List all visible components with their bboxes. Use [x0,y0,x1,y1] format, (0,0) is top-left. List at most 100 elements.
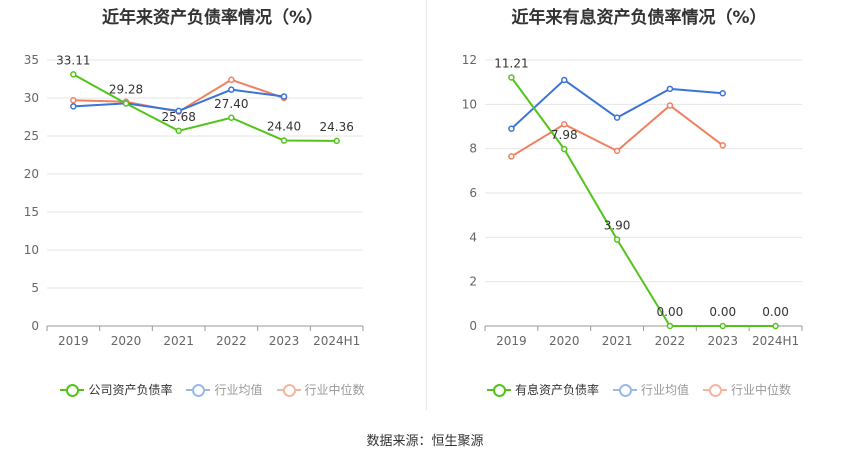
data-point [719,322,726,330]
legend-item-company[interactable]: 公司资产负债率 [60,381,172,398]
legend-label: 有息资产负债率 [514,383,599,397]
data-point [333,137,340,145]
legend-line-icon [612,383,637,397]
x-tick-label: 2023 [269,334,300,348]
data-point [228,86,235,93]
company-series [70,71,340,145]
data-point [508,74,515,81]
y-tick-label: 2 [469,275,477,289]
x-tick-label: 2022 [655,334,686,348]
industry-mean-series [508,76,726,132]
legend-label: 行业均值 [640,383,689,397]
data-label: 3.90 [604,219,631,233]
legend-item-median[interactable]: 行业中位数 [276,381,365,398]
x-tick-label: 2019 [58,334,89,348]
series-line [72,73,337,142]
legend-label: 行业中位数 [304,383,365,397]
data-point [508,125,515,132]
data-point [666,322,674,330]
y-tick-label: 15 [24,205,39,219]
data-point [280,137,288,144]
chart-title: 近年来有息资产负债率情况（%） [511,8,767,28]
data-label: 24.36 [319,120,353,134]
data-point [228,114,235,122]
data-point [228,76,235,84]
data-point [122,100,130,107]
interest-debt-ratio-chart-panel: 近年来有息资产负债率情况（%） 0 2 4 6 8 10 12 2019 2020 2021 202… [428,0,850,415]
data-point [561,76,568,84]
y-tick-label: 25 [24,129,39,143]
data-label: 0.00 [657,305,684,319]
data-point [70,71,77,78]
data-point [719,90,726,97]
interest-debt-ratio-chart: 0 2 4 6 8 10 12 2019 2020 2021 2022 2023 2024H1 11.21… [462,53,803,348]
legend-line-icon [486,383,511,397]
y-tick-label: 0 [469,319,477,333]
data-point [613,236,621,243]
debt-ratio-chart: 0 5 10 15 20 25 30 35 2019 2020 2021 2022 2023 2024H1… [24,53,364,348]
data-point [719,142,726,149]
y-tick-label: 0 [31,319,39,333]
data-point [175,127,182,135]
chart-title: 近年来资产负债率情况（%） [101,8,324,28]
debt-ratio-chart-panel: 近年来资产负债率情况（%） 0 5 10 15 20 25 30 35 2019 2020 2021… [0,0,425,415]
legend-item-company[interactable]: 有息资产负债率 [486,381,599,398]
x-tick-label: 2023 [707,334,738,348]
x-tick-label: 2020 [549,334,580,348]
data-point [70,97,77,104]
y-tick-label: 4 [469,230,477,244]
y-tick-label: 20 [24,167,39,181]
x-tick-label: 2021 [602,334,633,348]
legend-item-mean[interactable]: 行业均值 [612,381,689,398]
data-label: 25.68 [161,110,195,124]
legend-item-mean[interactable]: 行业均值 [186,381,263,398]
data-point [508,153,515,160]
x-tick-label: 2024H1 [313,334,360,348]
y-tick-label: 5 [31,281,39,295]
data-point [175,107,182,115]
data-point [561,145,568,153]
data-label: 0.00 [762,305,789,319]
series-line [510,76,776,327]
y-tick-label: 10 [462,97,477,111]
x-tick-label: 2020 [111,334,142,348]
data-source-footer: 数据来源：恒生聚源 [366,434,484,449]
data-point [613,147,621,155]
chart-legend: 有息资产负债率 行业均值 行业中位数 [428,381,850,398]
y-tick-label: 10 [24,243,39,257]
x-tick-label: 2024H1 [752,334,799,348]
company-series [508,74,779,330]
x-tick-label: 2022 [216,334,247,348]
y-tick-label: 30 [24,91,39,105]
legend-line-icon [703,383,727,397]
data-point [666,102,674,109]
x-tick-label: 2021 [163,334,194,348]
data-label: 29.28 [109,82,143,96]
y-tick-label: 6 [469,186,477,200]
data-label: 24.40 [267,120,301,134]
data-point [772,322,779,330]
data-point [613,114,621,121]
legend-line-icon [186,383,211,397]
legend-label: 行业中位数 [731,383,792,397]
data-label: 11.21 [494,57,528,71]
y-tick-label: 35 [24,53,39,67]
panel-divider [426,0,427,410]
industry-median-series [508,102,726,160]
data-label: 33.11 [56,53,90,67]
data-label: 7.98 [551,128,578,142]
series-line [73,78,285,113]
x-tick-label: 2019 [496,334,527,348]
legend-item-median[interactable]: 行业中位数 [703,381,791,398]
legend-line-icon [276,383,301,397]
chart-legend: 公司资产负债率 行业均值 行业中位数 [0,381,425,398]
data-point [561,121,568,128]
legend-label: 公司资产负债率 [88,383,173,397]
y-tick-label: 8 [469,142,477,156]
legend-label: 行业均值 [214,383,263,397]
legend-line-icon [60,383,85,397]
y-tick-label: 12 [462,53,477,67]
data-point [280,93,288,100]
data-point [666,85,674,93]
data-label: 27.40 [214,97,248,111]
